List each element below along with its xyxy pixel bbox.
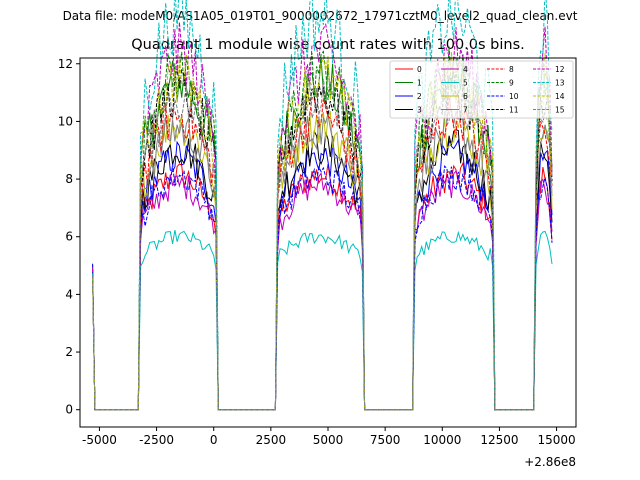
series-line-14 <box>92 51 553 411</box>
axes-frame <box>79 57 577 428</box>
series-line-8 <box>92 95 553 411</box>
legend-label-1: 1 <box>417 79 422 88</box>
series-line-13 <box>92 0 553 411</box>
series-line-15 <box>92 78 553 411</box>
x-tick-label: 0 <box>210 433 218 447</box>
y-tick-label: 6 <box>65 230 73 244</box>
y-tick-label: 0 <box>65 403 73 417</box>
y-tick-label: 4 <box>65 287 73 301</box>
legend-label-9: 9 <box>509 79 514 88</box>
x-tick-label: 2500 <box>256 433 287 447</box>
legend-label-0: 0 <box>417 65 422 74</box>
legend-label-15: 15 <box>555 106 565 115</box>
legend-label-6: 6 <box>463 92 468 101</box>
series-line-5 <box>92 230 553 411</box>
series-line-12 <box>92 22 553 411</box>
legend-label-13: 13 <box>555 79 565 88</box>
x-tick-label: 12500 <box>480 433 518 447</box>
y-tick-label: 12 <box>58 57 73 71</box>
legend-label-4: 4 <box>463 65 468 74</box>
legend-box <box>389 60 574 119</box>
chart-title: Quadrant 1 module wise count rates with … <box>131 37 525 53</box>
series-line-4 <box>92 169 553 411</box>
x-axis-offset-label: +2.86e8 <box>524 455 576 469</box>
y-tick-label: 10 <box>58 114 73 128</box>
legend-label-7: 7 <box>463 106 468 115</box>
legend-label-11: 11 <box>509 106 519 115</box>
x-tick-label: -5000 <box>82 433 117 447</box>
series-line-7 <box>92 108 553 411</box>
legend-label-12: 12 <box>555 65 565 74</box>
y-tick-label: 2 <box>65 345 73 359</box>
legend-label-14: 14 <box>555 92 565 101</box>
legend-label-5: 5 <box>463 79 468 88</box>
y-tick-label: 8 <box>65 172 73 186</box>
legend-label-10: 10 <box>509 92 519 101</box>
x-tick-label: 10000 <box>423 433 461 447</box>
axes-ticks: -5000 -2500 0 2500 5000 7500 10000 12500 15000 0 2… <box>58 57 576 447</box>
legend-label-3: 3 <box>417 106 422 115</box>
legend-label-2: 2 <box>417 92 422 101</box>
x-tick-label: 15000 <box>537 433 575 447</box>
x-tick-label: -2500 <box>139 433 174 447</box>
x-tick-label: 5000 <box>313 433 344 447</box>
series-line-10 <box>92 163 553 411</box>
x-tick-label: 7500 <box>370 433 401 447</box>
series-line-3 <box>92 129 553 411</box>
legend-label-8: 8 <box>509 65 514 74</box>
